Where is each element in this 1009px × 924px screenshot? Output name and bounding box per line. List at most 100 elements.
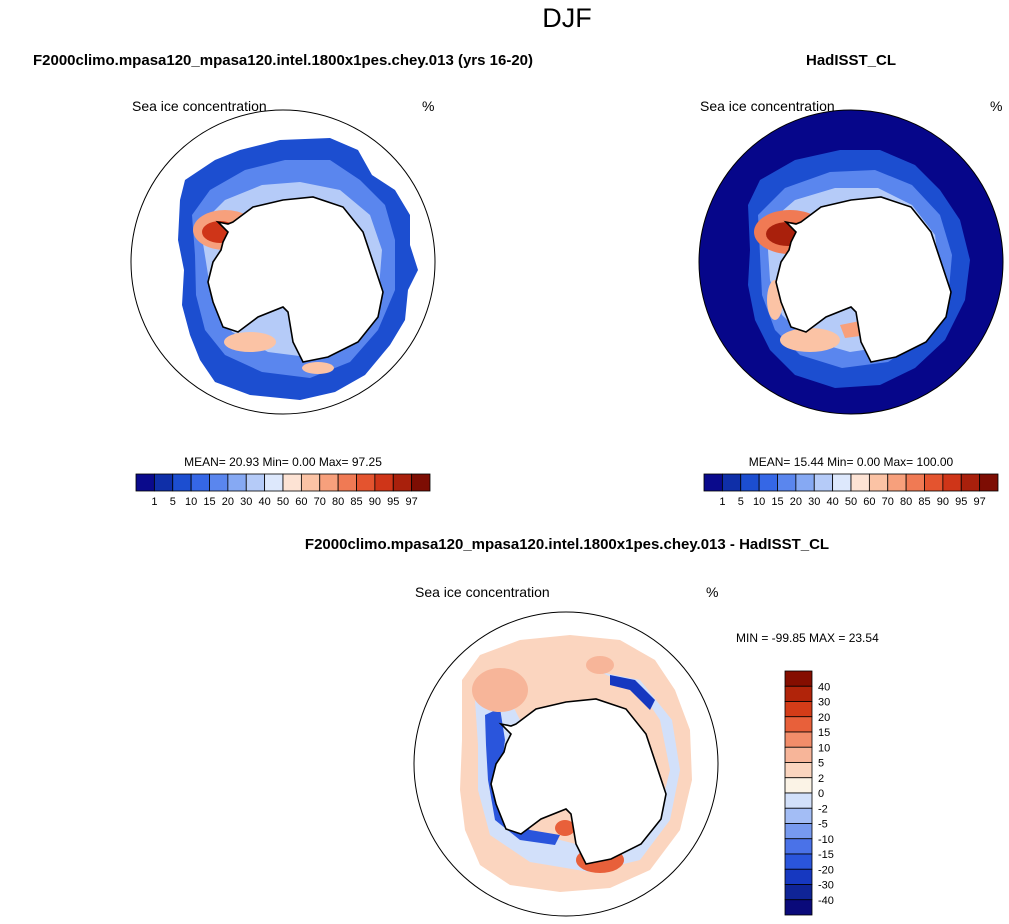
panel-diff-colorbar-box xyxy=(784,899,813,916)
panel-model-colorbar-box xyxy=(264,473,284,492)
panel-obs-map-boundary xyxy=(698,109,1004,415)
panel-diff-colorbar-box xyxy=(784,884,813,901)
panel-obs-colorbar-tick-label: 60 xyxy=(863,496,875,508)
panel-obs-colorbar-box xyxy=(758,473,778,492)
panel-model-colorbar-tick-label: 40 xyxy=(259,496,271,508)
panel-diff-colorbar-box xyxy=(784,792,813,809)
panel-diff-colorbar-tick-label: 30 xyxy=(818,697,830,709)
panel-model-colorbar-tick-label: 80 xyxy=(332,496,344,508)
panel-obs-colorbar-box xyxy=(979,473,999,492)
panel-diff-colorbar-box xyxy=(784,823,813,840)
panel-obs-colorbar-box xyxy=(777,473,797,492)
panel-obs-colorbar-tick-label: 40 xyxy=(827,496,839,508)
panel-obs-colorbar-tick-label: 15 xyxy=(771,496,783,508)
panel-obs-map xyxy=(699,110,1003,414)
diff-pos-east xyxy=(555,820,575,836)
panel-diff-colorbar-tick-label: 20 xyxy=(818,712,830,724)
panel-model-stats: MEAN= 20.93 Min= 0.00 Max= 97.25 xyxy=(184,455,382,469)
panel-diff-title: F2000climo.mpasa120_mpasa120.intel.1800x… xyxy=(305,536,829,553)
panel-obs-colorbar-box xyxy=(740,473,760,492)
panel-diff-colorbar-tick-label: -30 xyxy=(818,880,834,892)
panel-model-colorbar-box xyxy=(356,473,376,492)
panel-model-colorbar-tick-label: 85 xyxy=(350,496,362,508)
panel-diff-map xyxy=(460,635,692,892)
panel-diff-stats: MIN = -99.85 MAX = 23.54 xyxy=(736,631,879,645)
panel-obs-units: % xyxy=(990,98,1002,114)
panel-diff-colorbar-box xyxy=(784,762,813,779)
panel-obs-variable: Sea ice concentration xyxy=(700,98,835,114)
panel-model-colorbar-tick-label: 5 xyxy=(170,496,176,508)
panel-diff-colorbar-tick-label: -2 xyxy=(818,803,828,815)
panel-diff-colorbar-box xyxy=(784,807,813,824)
ice-peak-east xyxy=(302,362,334,374)
panel-obs: HadISST_CL Sea ice concentration % MEAN=… xyxy=(698,52,1004,508)
panel-model-colorbar-tick-label: 15 xyxy=(203,496,215,508)
panel-diff-colorbar-tick-label: 2 xyxy=(818,773,824,785)
panel-obs-colorbar-box xyxy=(813,473,834,492)
panel-obs-colorbar-tick-label: 85 xyxy=(918,496,930,508)
panel-obs-colorbar-box xyxy=(942,473,962,492)
panel-obs-colorbar-tick-label: 97 xyxy=(974,496,986,508)
panel-model-colorbar-tick-label: 1 xyxy=(151,496,157,508)
panel-diff-colorbar-tick-label: -5 xyxy=(818,819,828,831)
panel-model-colorbar-tick-label: 30 xyxy=(240,496,252,508)
panel-diff-variable: Sea ice concentration xyxy=(415,584,550,600)
panel-model-colorbar-box xyxy=(374,473,394,492)
panel-model-colorbar-box xyxy=(227,473,247,492)
panel-model-colorbar-tick-label: 97 xyxy=(406,496,418,508)
panel-obs-colorbar-box xyxy=(703,473,723,492)
panel-obs-colorbar-tick-label: 50 xyxy=(845,496,857,508)
panel-diff-colorbar-tick-label: -10 xyxy=(818,834,834,846)
panel-obs-colorbar-box xyxy=(887,473,907,492)
panel-model-colorbar-box xyxy=(153,473,174,492)
panel-model-colorbar-tick-label: 90 xyxy=(369,496,381,508)
panel-obs-colorbar-box xyxy=(924,473,944,492)
panel-model-variable: Sea ice concentration xyxy=(132,98,267,114)
panel-obs-colorbar-box xyxy=(795,473,815,492)
panel-model-colorbar-tick-label: 95 xyxy=(387,496,399,508)
panel-diff-colorbar-box xyxy=(784,868,813,885)
panel-diff: F2000climo.mpasa120_mpasa120.intel.1800x… xyxy=(305,536,879,917)
panel-diff-colorbar-box xyxy=(784,701,813,718)
panel-model-colorbar-box xyxy=(319,473,339,492)
panel-obs-colorbar-tick-label: 80 xyxy=(900,496,912,508)
panel-obs-colorbar-box xyxy=(832,473,852,492)
panel-model-units: % xyxy=(422,98,434,114)
panel-diff-colorbar-tick-label: 10 xyxy=(818,742,830,754)
panel-obs-colorbar-box xyxy=(905,473,925,492)
panel-diff-colorbar-tick-label: 15 xyxy=(818,727,830,739)
panel-obs-colorbar-box xyxy=(960,473,981,492)
panel-diff-colorbar-tick-label: -40 xyxy=(818,895,834,907)
panel-obs-stats: MEAN= 15.44 Min= 0.00 Max= 100.00 xyxy=(749,455,954,469)
antarctica-coastline xyxy=(207,196,384,363)
panel-model: F2000climo.mpasa120_mpasa120.intel.1800x… xyxy=(33,52,533,508)
panel-model-colorbar-tick-label: 10 xyxy=(185,496,197,508)
panel-diff-colorbar-box xyxy=(784,746,813,763)
panel-diff-colorbar-tick-label: -20 xyxy=(818,864,834,876)
figure-title: DJF xyxy=(542,3,592,33)
panel-obs-colorbar-box xyxy=(721,473,742,492)
diff-pos-north xyxy=(586,656,614,674)
panel-obs-colorbar-box xyxy=(868,473,889,492)
antarctica-coastline xyxy=(490,698,667,865)
panel-obs-colorbar-tick-label: 90 xyxy=(937,496,949,508)
panel-obs-title: HadISST_CL xyxy=(806,52,896,69)
panel-model-colorbar-tick-label: 70 xyxy=(314,496,326,508)
ice-peak-ross xyxy=(780,328,840,352)
panel-diff-colorbar-box xyxy=(784,685,813,702)
diff-pos-weddell xyxy=(472,668,528,712)
panel-model-colorbar-box xyxy=(411,473,431,492)
panel-obs-colorbar-tick-label: 70 xyxy=(882,496,894,508)
panel-model-colorbar-box xyxy=(392,473,413,492)
panel-model-title: F2000climo.mpasa120_mpasa120.intel.1800x… xyxy=(33,52,533,69)
panel-diff-colorbar-box xyxy=(784,777,813,794)
antarctica-coastline xyxy=(775,196,952,363)
panel-diff-colorbar-box xyxy=(784,838,813,855)
panel-diff-colorbar-tick-label: 0 xyxy=(818,788,824,800)
panel-model-colorbar-tick-label: 60 xyxy=(295,496,307,508)
diff-neg-coastal xyxy=(610,675,655,710)
panel-diff-colorbar-tick-label: 40 xyxy=(818,681,830,693)
panel-diff-units: % xyxy=(706,584,718,600)
